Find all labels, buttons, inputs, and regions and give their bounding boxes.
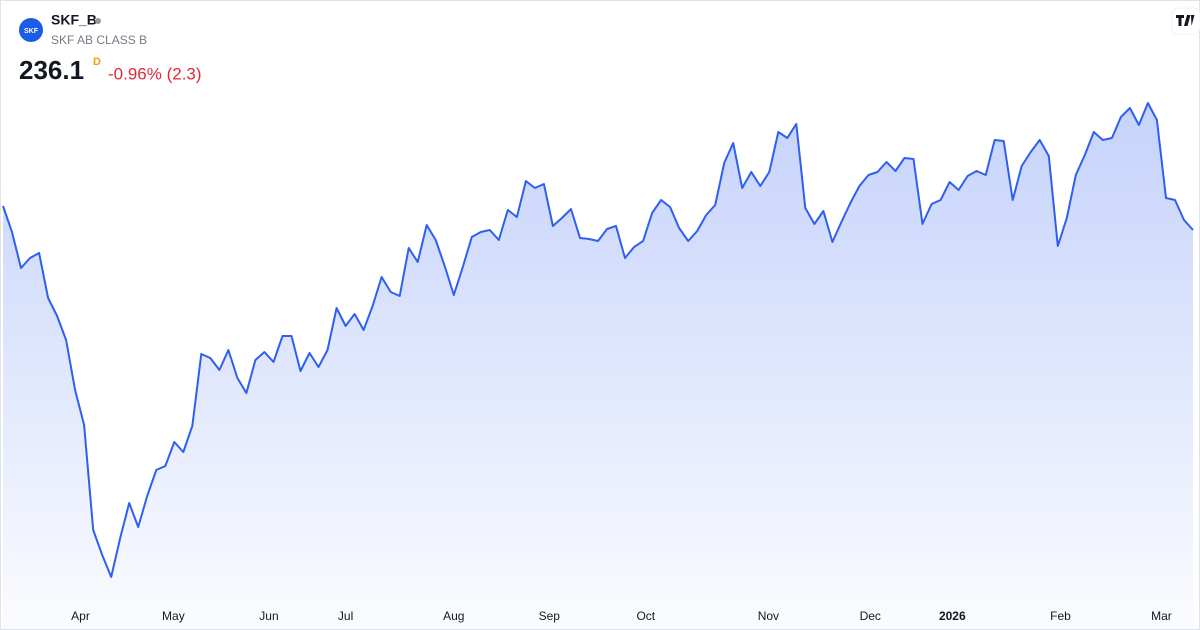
last-price: 236.1 [19, 55, 84, 85]
brand-logo [1171, 7, 1200, 35]
price-change: -0.96% (2.3) [108, 64, 202, 83]
logo-text: SKF [24, 28, 39, 35]
x-tick-label: Apr [71, 609, 90, 623]
x-tick-label: Jun [259, 609, 278, 623]
x-tick-label: Mar [1151, 609, 1172, 623]
x-tick-label: Oct [636, 609, 655, 623]
x-tick-label: Jul [338, 609, 353, 623]
price-line [2, 102, 1194, 578]
logo [19, 18, 43, 42]
x-tick-label: May [162, 609, 185, 623]
x-tick-label: Aug [443, 609, 464, 623]
x-tick-label: 2026 [939, 609, 966, 623]
area-fill [3, 103, 1193, 630]
description: SKF AB CLASS B [51, 33, 147, 47]
x-tick-label: Nov [758, 609, 779, 623]
x-tick-label: Dec [860, 609, 881, 623]
x-tick-label: Sep [539, 609, 561, 623]
brand-icon [1176, 15, 1195, 26]
x-tick-label: Feb [1050, 609, 1071, 623]
market-status [95, 18, 101, 24]
plot-area [2, 102, 1194, 630]
interval: D [93, 56, 101, 68]
symbol: SKF_B [51, 12, 97, 28]
